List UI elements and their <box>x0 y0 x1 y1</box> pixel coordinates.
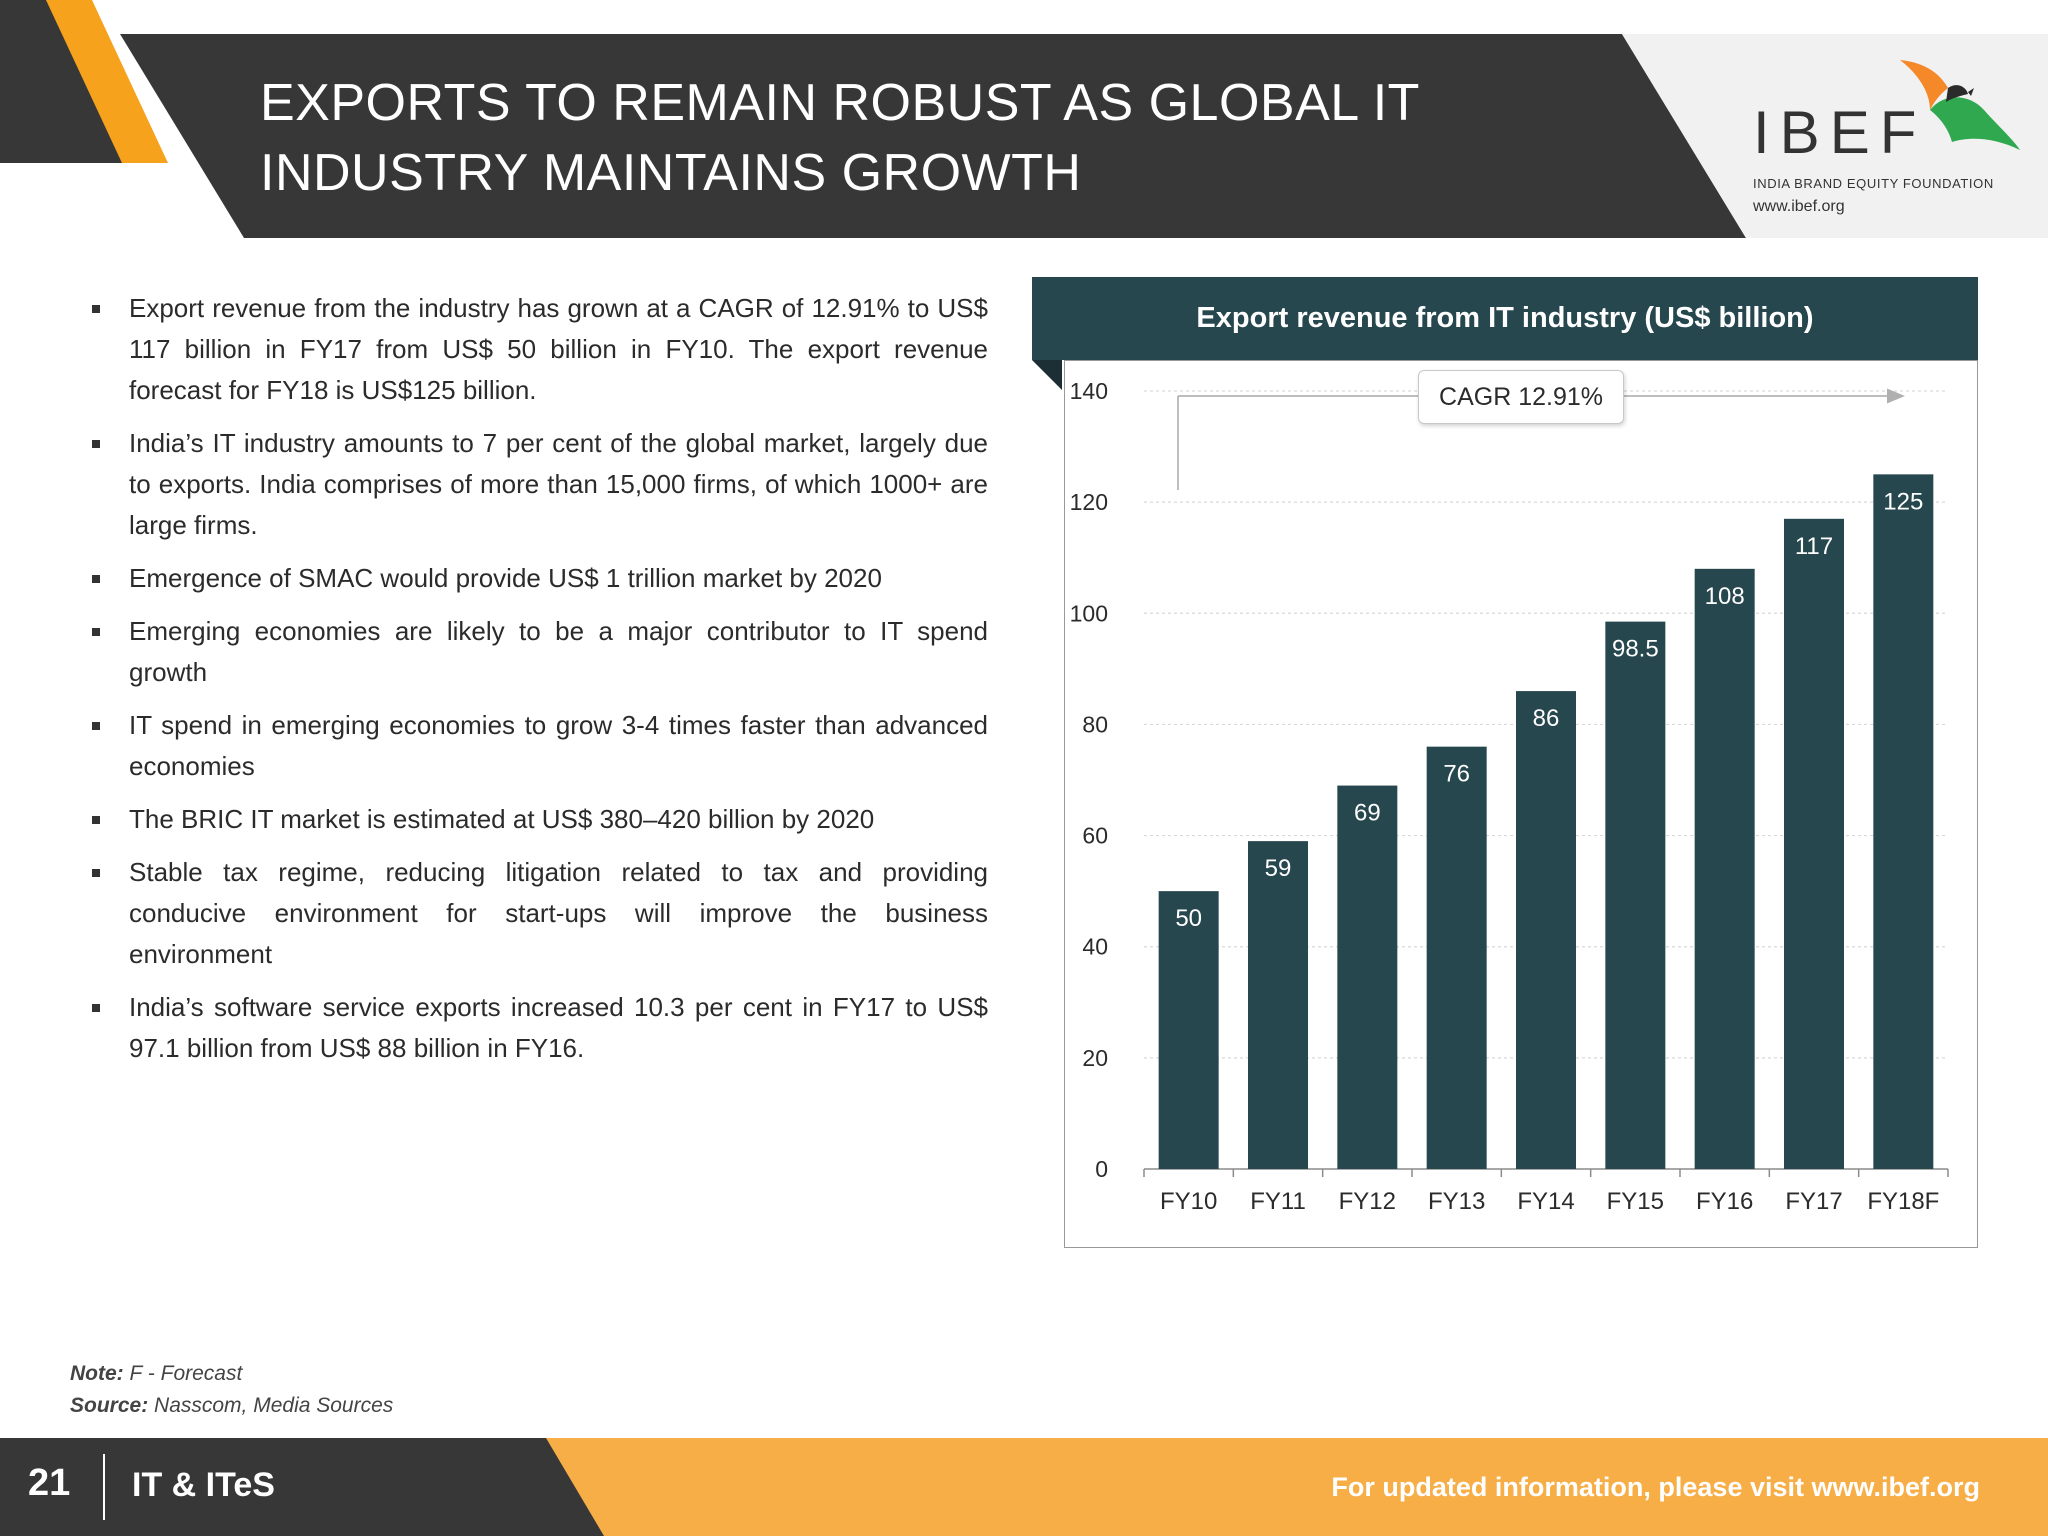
data-label: 59 <box>1265 855 1292 882</box>
page-number: 21 <box>28 1462 71 1504</box>
x-tick-label: FY13 <box>1428 1188 1485 1215</box>
footer-divider <box>103 1454 105 1520</box>
x-tick-label: FY17 <box>1785 1188 1842 1215</box>
x-tick-label: FY14 <box>1517 1188 1574 1215</box>
bar-fy10 <box>1158 891 1219 1169</box>
bar-fy18f <box>1873 474 1934 1169</box>
bar-fy17 <box>1784 518 1844 1169</box>
x-tick-label: FY15 <box>1607 1188 1664 1215</box>
bar-fy15 <box>1605 621 1666 1169</box>
list-item: Emerging economies are likely to be a ma… <box>88 611 988 693</box>
bar-fy12 <box>1337 785 1398 1169</box>
ibef-logo: IBEF INDIA BRAND EQUITY FOUNDATION www.i… <box>1750 52 2020 232</box>
x-tick-label: FY16 <box>1696 1188 1753 1215</box>
list-item: India’s software service exports increas… <box>88 987 988 1069</box>
chart-bars <box>1158 474 1934 1169</box>
x-tick-label: FY12 <box>1339 1188 1396 1215</box>
footer-website-link[interactable]: For updated information, please visit ww… <box>1331 1472 1980 1502</box>
chart-source: Source: Nasscom, Media Sources <box>70 1394 393 1418</box>
bird-logo-icon <box>1900 60 2020 150</box>
list-item: Export revenue from the industry has gro… <box>88 288 988 411</box>
x-tick-label: FY11 <box>1250 1188 1306 1215</box>
section-name: IT & ITeS <box>132 1466 275 1504</box>
note-text: F - Forecast <box>129 1362 243 1385</box>
data-label: 125 <box>1883 488 1923 515</box>
chart-axes <box>1143 1168 1949 1177</box>
note-label: Note: <box>70 1362 124 1385</box>
y-tick-label: 80 <box>1082 711 1108 737</box>
list-item: IT spend in emerging economies to grow 3… <box>88 705 988 787</box>
bar-fy13 <box>1426 746 1487 1169</box>
list-item: Emergence of SMAC would provide US$ 1 tr… <box>88 558 988 599</box>
source-label: Source: <box>70 1394 149 1417</box>
cagr-callout: CAGR 12.91% <box>1418 370 1624 424</box>
bar-fy11 <box>1248 841 1308 1169</box>
page-title-line-2: INDUSTRY MAINTAINS GROWTH <box>260 144 1082 202</box>
x-tick-label: FY10 <box>1160 1188 1217 1215</box>
y-tick-label: 60 <box>1082 823 1108 849</box>
data-label: 50 <box>1175 905 1202 932</box>
source-text: Nasscom, Media Sources <box>154 1394 394 1417</box>
chart-note: Note: F - Forecast <box>70 1362 242 1386</box>
data-label: 86 <box>1533 705 1560 732</box>
header-banner <box>0 0 2048 240</box>
logo-wordmark: IBEF <box>1753 99 1927 166</box>
data-label: 117 <box>1795 533 1833 560</box>
data-label: 76 <box>1443 761 1470 788</box>
y-tick-label: 120 <box>1070 489 1108 515</box>
data-label: 108 <box>1705 583 1745 610</box>
bar-fy14 <box>1516 691 1576 1169</box>
footer-banner <box>0 1438 2048 1536</box>
list-item: Stable tax regime, reducing litigation r… <box>88 852 988 975</box>
list-item: India’s IT industry amounts to 7 per cen… <box>88 423 988 546</box>
list-item: The BRIC IT market is estimated at US$ 3… <box>88 799 988 840</box>
chart-title: Export revenue from IT industry (US$ bil… <box>1196 302 1814 334</box>
logo-tagline: INDIA BRAND EQUITY FOUNDATION <box>1753 176 1994 191</box>
bar-fy16 <box>1694 568 1755 1169</box>
y-tick-label: 40 <box>1082 934 1108 960</box>
page-title-line-1: EXPORTS TO REMAIN ROBUST AS GLOBAL IT <box>260 74 1420 132</box>
y-tick-label: 0 <box>1095 1156 1108 1182</box>
y-tick-label: 20 <box>1082 1045 1108 1071</box>
chart-header-bar <box>1032 277 1978 360</box>
chart-header-fold <box>1032 360 1062 390</box>
chart-labels: 0 20 40 60 80 100 120 140 50 FY10 59 FY11 69 FY12 76 FY… <box>1070 378 1940 1215</box>
x-tick-label: FY18F <box>1867 1188 1939 1215</box>
logo-url: www.ibef.org <box>1753 198 1845 215</box>
bar-chart: 0 20 40 60 80 100 120 140 50 FY10 59 FY11 69 FY12 76 FY… <box>1070 378 1949 1215</box>
cagr-arrow <box>1177 388 1905 490</box>
key-points-list: Export revenue from the industry has gro… <box>88 288 988 1081</box>
data-label: 69 <box>1354 800 1381 827</box>
y-tick-label: 140 <box>1070 378 1108 404</box>
data-label: 98.5 <box>1612 636 1659 663</box>
y-tick-label: 100 <box>1070 600 1108 626</box>
page-title: EXPORTS TO REMAIN ROBUST AS GLOBAL IT IN… <box>260 68 1560 208</box>
